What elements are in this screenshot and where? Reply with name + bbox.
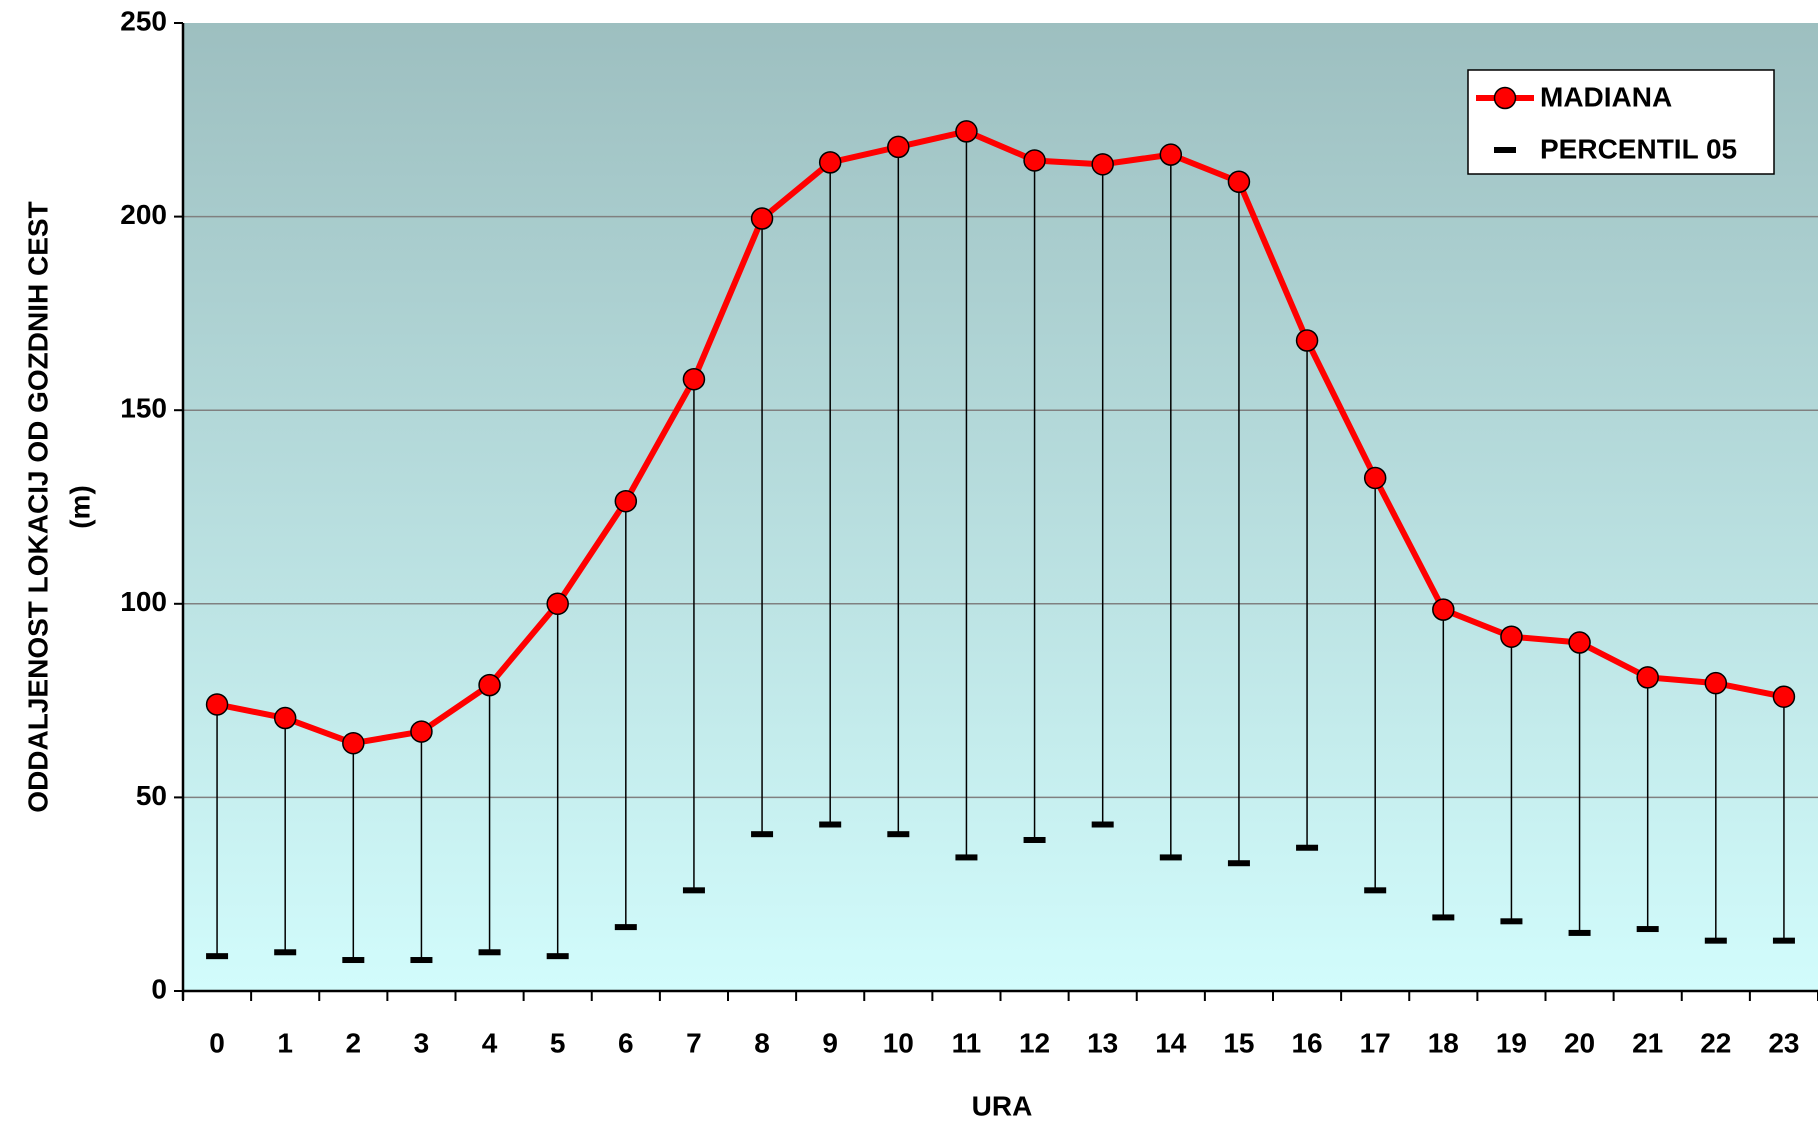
x-tick-label: 6 [618,1027,634,1058]
point [342,731,365,755]
point [1772,685,1796,708]
x-tick-label: 23 [1768,1027,1799,1058]
point [955,120,978,143]
point [751,831,774,838]
point [1500,918,1523,925]
x-tick-label: 4 [482,1027,498,1058]
x-axis-label: URA [972,1090,1033,1121]
point [410,957,433,964]
x-tick-label: 21 [1632,1027,1663,1058]
point [887,831,910,838]
point [478,673,501,697]
legend-label: PERCENTIL 05 [1540,133,1737,164]
point [1704,937,1727,944]
series-line [216,128,1785,747]
point [1568,929,1591,936]
x-tick-label: 8 [754,1027,770,1058]
point [1364,887,1387,894]
x-tick-label: 0 [209,1027,225,1058]
point [1295,329,1319,352]
x-tick-label: 12 [1019,1027,1050,1058]
y-tick-label: 150 [120,393,167,424]
point [1227,170,1251,194]
point [1568,631,1591,654]
x-tick-label: 13 [1087,1027,1118,1058]
point [1704,671,1728,695]
point [682,887,705,894]
point [1023,149,1046,172]
point [546,953,569,960]
point [342,957,365,964]
y-tick-label: 200 [120,199,167,230]
point [1091,153,1114,176]
point [955,854,978,861]
y-axis-label: ODDALJENOST LOKACIJ OD GOZDNIH CEST [22,201,53,812]
y-tick-label: 100 [120,586,167,617]
x-tick-label: 14 [1155,1027,1187,1058]
legend-marker [1493,86,1517,110]
point [205,693,229,716]
x-tick-label: 17 [1360,1027,1391,1058]
x-tick-label: 5 [550,1027,566,1058]
point [1500,625,1523,648]
y-tick-label: 0 [151,973,167,1004]
x-tick-label: 2 [346,1027,362,1058]
point [1227,860,1250,867]
x-tick-label: 20 [1564,1027,1595,1058]
x-tick-label: 9 [822,1027,838,1058]
y-tick-label: 250 [120,5,167,36]
x-tick-label: 16 [1291,1027,1322,1058]
y-tick-label: 50 [136,780,167,811]
point [1772,937,1795,944]
point [614,489,638,513]
x-tick-label: 22 [1700,1027,1731,1058]
x-tick-label: 18 [1428,1027,1459,1058]
point [614,924,637,931]
legend [1467,69,1775,175]
point [1091,821,1114,828]
point [1636,926,1659,933]
point [274,949,297,956]
point [273,706,297,730]
point [1363,466,1387,490]
point [1432,598,1455,621]
x-tick-label: 3 [414,1027,430,1058]
point [410,720,433,743]
x-tick-label: 10 [883,1027,914,1058]
point [546,592,569,616]
x-tick-label: 11 [952,1027,982,1058]
point [206,953,229,960]
plot-area [183,23,1818,991]
x-tick-label: 7 [686,1027,702,1058]
point [887,135,910,159]
point [1159,143,1183,166]
x-tick-label: 1 [277,1027,293,1058]
point [818,151,842,174]
point [1023,836,1046,843]
point [750,207,774,230]
y-axis-label: (m) [64,485,95,529]
point [1432,914,1455,921]
point [1159,854,1182,861]
legend-marker [1494,147,1516,153]
point [1296,844,1319,851]
point [478,949,501,956]
legend-label: MADIANA [1540,81,1672,112]
point [819,821,842,828]
point [1636,666,1659,689]
x-tick-label: 15 [1223,1027,1254,1058]
x-tick-label: 19 [1496,1027,1527,1058]
point [682,367,706,391]
